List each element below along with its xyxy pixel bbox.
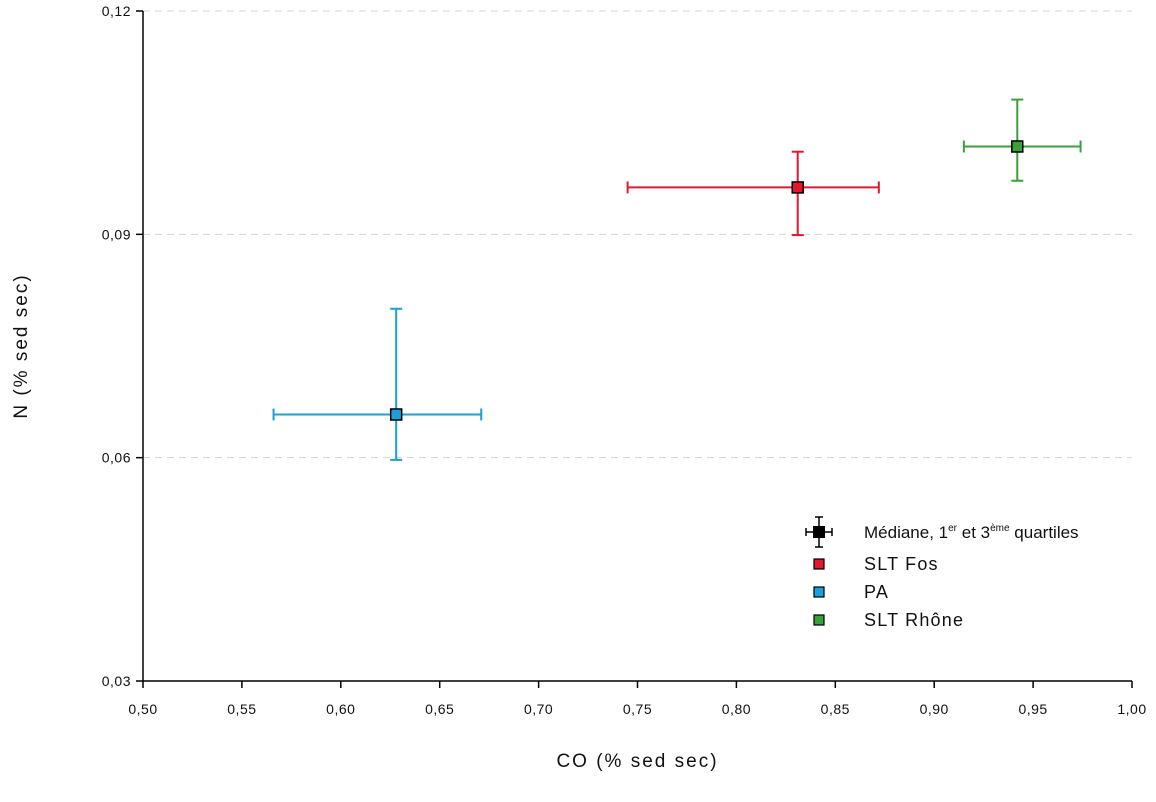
legend-entry: PA [813, 582, 889, 602]
legend-median-quartile-symbol [805, 516, 833, 548]
legend-title-sup2: ème [990, 523, 1010, 534]
x-tick-label: 0,50 [128, 701, 157, 717]
legend-median-square [813, 526, 825, 538]
legend-label: PA [864, 582, 889, 602]
y-tick-label: 0,12 [102, 3, 131, 19]
y-tick-label: 0,09 [102, 226, 131, 242]
y-tick-label: 0,03 [102, 673, 131, 689]
median-marker [1011, 140, 1024, 153]
series-pa [272, 307, 483, 461]
x-tick-label: 0,55 [227, 701, 256, 717]
legend: Médiane, 1er et 3ème quartiles SLT Fos PA… [805, 516, 1079, 630]
legend-title: Médiane, 1er et 3ème quartiles [864, 523, 1079, 542]
series-slt-fos [626, 150, 880, 237]
x-tick-label: 0,65 [425, 701, 454, 717]
legend-title-prefix: Médiane, 1 [864, 523, 948, 542]
y-tick-label: 0,06 [102, 450, 131, 466]
legend-entry: SLT Fos [813, 554, 939, 574]
x-tick-label: 0,70 [524, 701, 553, 717]
x-tick-label: 0,95 [1018, 701, 1047, 717]
median-marker [791, 181, 804, 194]
axes-layer [142, 11, 1132, 682]
legend-entry: SLT Rhône [813, 610, 964, 630]
legend-label: SLT Rhône [864, 610, 964, 630]
x-tick-label: 0,75 [623, 701, 652, 717]
legend-title-suffix: quartiles [1010, 523, 1079, 542]
x-tick-label: 0,60 [326, 701, 355, 717]
x-tick-label: 0,85 [821, 701, 850, 717]
legend-entries: SLT Fos PA SLT Rhône [813, 554, 964, 630]
series-layer [272, 98, 1082, 461]
x-tick-label: 1,00 [1117, 701, 1146, 717]
legend-swatch [813, 558, 825, 570]
x-tick-label: 0,80 [722, 701, 751, 717]
y-axis-title: N (% sed sec) [11, 273, 32, 418]
legend-label: SLT Fos [864, 554, 939, 574]
legend-title-middle: et 3 [957, 523, 990, 542]
x-tick-label: 0,90 [920, 701, 949, 717]
legend-swatch [813, 614, 825, 626]
legend-title-sup1: er [948, 523, 958, 534]
series-slt-rh-ne [962, 98, 1082, 182]
grid-layer [143, 10, 1132, 459]
ticks-layer: 0,03 0,06 0,09 0,12 0,50 0,55 0,60 0,65 0,70 0,75… [102, 3, 1146, 717]
x-axis-title: CO (% sed sec) [556, 751, 718, 772]
legend-swatch [813, 586, 825, 598]
median-marker [389, 408, 403, 421]
